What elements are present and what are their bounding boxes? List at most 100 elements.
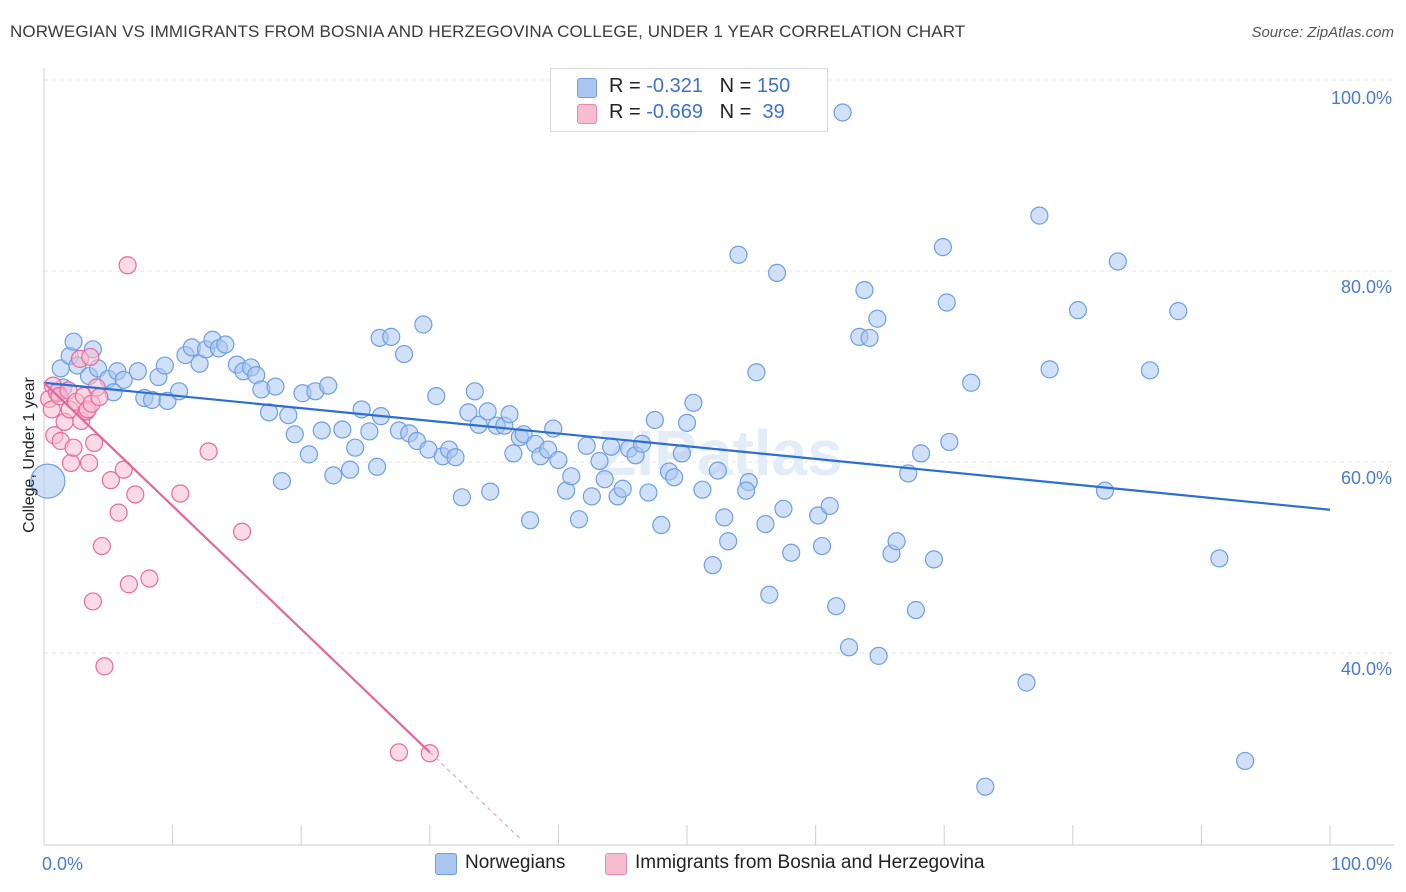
data-point-norwegians [595,470,614,489]
data-point-norwegians [703,556,722,575]
data-point-bosnia [61,453,81,473]
data-point-norwegians [324,466,343,485]
data-point-bosnia [232,522,252,541]
data-point-bosnia [90,387,109,407]
data-point-norwegians [1108,252,1127,271]
data-point-norwegians [684,393,703,412]
legend-swatch-bosnia [605,853,627,875]
data-point-norwegians [549,450,568,470]
data-point-norwegians [333,420,352,439]
trend-line-bosnia-extension [429,751,521,839]
x-tick-label: 0.0% [42,854,83,874]
y-tick-label: 40.0% [1341,659,1392,679]
data-point-norwegians [774,499,793,518]
series-legend: Norwegians Immigrants from Bosnia and He… [0,852,1406,878]
axes [43,68,1394,846]
data-point-norwegians [500,405,519,424]
data-point-bosnia [101,471,120,490]
legend-swatch-norwegians [435,853,457,875]
data-point-bosnia [140,569,159,588]
data-point-norwegians [820,496,839,516]
y-tick-label: 60.0% [1341,468,1392,488]
data-point-norwegians [756,514,775,534]
data-point-bosnia [126,485,145,504]
data-point-norwegians [521,511,540,530]
data-point-norwegians [1210,549,1229,568]
data-point-bosnia [199,442,218,461]
data-point-bosnia [119,575,138,594]
data-point-norwegians [346,438,365,457]
tick-labels: 100.0% 80.0% 60.0% 40.0% 0.0% 100.0% [42,88,1392,874]
legend-swatch-bosnia [577,104,597,124]
data-point-norwegians [577,436,596,455]
x-tick-label: 100.0% [1331,854,1392,874]
data-point-norwegians [394,344,414,364]
data-point-norwegians [128,362,147,381]
data-point-norwegians [855,281,874,300]
data-point-norwegians [459,403,478,422]
data-point-norwegians [937,293,956,312]
data-point-norwegians [114,370,133,389]
data-point-norwegians [481,482,500,501]
data-point-norwegians [737,481,756,500]
data-point-norwegians [868,309,887,328]
data-point-bosnia [83,592,102,611]
data-point-norwegians [312,421,331,440]
data-point-norwegians [708,461,727,480]
data-point-norwegians [452,488,472,507]
data-point-norwegians [715,508,734,527]
data-point-norwegians [693,480,712,499]
data-point-norwegians [812,536,832,556]
data-point-norwegians [1017,673,1036,692]
r-value-bosnia: -0.669 [646,101,703,123]
data-point-norwegians [833,103,852,122]
y-axis-label: College, Under 1 year [21,377,38,533]
data-point-norwegians [760,585,779,604]
series-bosnia [40,256,439,763]
data-point-bosnia [92,536,111,556]
data-point-norwegians [446,448,465,467]
data-point-norwegians [911,444,931,463]
data-point-norwegians [504,444,523,463]
data-point-norwegians [478,402,497,421]
data-point-norwegians [632,434,652,453]
data-point-norwegians [940,432,959,452]
source-label: Source: ZipAtlas.com [1251,24,1394,41]
legend-swatch-norwegians [577,78,597,98]
data-point-norwegians [839,638,859,657]
data-point-norwegians [266,377,285,396]
data-point-norwegians [887,532,906,551]
data-point-norwegians [319,376,338,395]
trend-line-norwegians [43,381,1331,511]
n-value-norwegians: 150 [756,75,791,97]
data-point-norwegians [602,437,621,456]
data-point-norwegians [340,460,360,479]
data-point-norwegians [590,451,609,471]
data-point-norwegians [747,363,766,382]
data-point-norwegians [1140,361,1160,380]
data-point-norwegians [924,550,944,569]
data-point-norwegians [562,467,581,486]
data-point-bosnia [42,400,61,419]
data-point-norwegians [672,444,691,463]
data-point-norwegians [906,600,926,620]
data-point-norwegians [279,406,298,425]
data-point-norwegians [1095,481,1115,500]
data-point-norwegians [64,332,83,351]
n-value-bosnia: 39 [756,101,785,123]
data-point-norwegians [285,425,304,444]
data-point-bosnia [114,460,133,479]
y-tick-label: 80.0% [1341,277,1392,297]
data-point-norwegians [155,356,174,375]
data-point-norwegians [216,335,235,354]
data-point-norwegians [465,382,484,401]
data-point-norwegians [677,413,697,432]
data-point-bosnia [389,743,409,762]
data-point-norwegians [367,457,387,476]
data-point-norwegians [1169,302,1188,321]
y-tick-label: 100.0% [1331,88,1392,108]
data-point-bosnia [109,503,128,522]
trend-line-bosnia [43,381,431,754]
data-point-bosnia [79,453,99,473]
data-point-norwegians [1030,206,1049,225]
